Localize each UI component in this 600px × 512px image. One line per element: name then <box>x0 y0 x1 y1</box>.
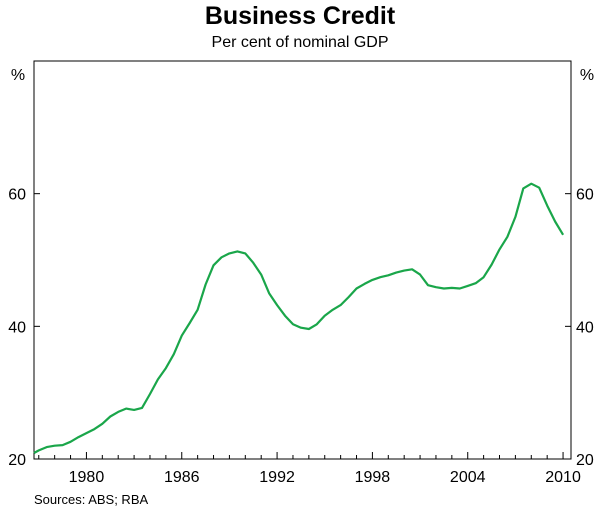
plot-area <box>33 60 572 460</box>
x-tick-label: 1986 <box>164 469 200 486</box>
y-tick-label-left: 60 <box>8 187 26 204</box>
x-tick-label: 1980 <box>69 469 105 486</box>
y-tick-label-right: 40 <box>576 319 594 336</box>
y-tick-label-right: 20 <box>576 452 594 469</box>
x-tick-label: 2004 <box>450 469 486 486</box>
x-tick-label: 1992 <box>259 469 295 486</box>
y-unit-right: % <box>580 67 594 84</box>
y-tick-label-left: 20 <box>8 452 26 469</box>
series-line <box>33 182 565 454</box>
y-tick-label-right: 60 <box>576 187 594 204</box>
source-note: Sources: ABS; RBA <box>34 492 149 507</box>
chart-title: Business Credit <box>204 2 396 30</box>
x-tick-label: 1998 <box>355 469 391 486</box>
y-tick-label-left: 40 <box>8 319 26 336</box>
x-tick-label: 2010 <box>545 469 581 486</box>
y-unit-left: % <box>11 67 25 84</box>
chart-subtitle: Per cent of nominal GDP <box>211 34 389 51</box>
